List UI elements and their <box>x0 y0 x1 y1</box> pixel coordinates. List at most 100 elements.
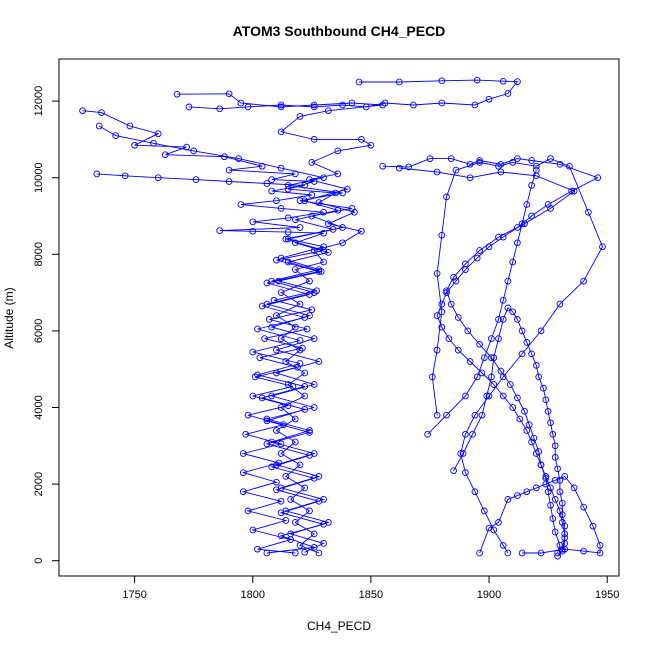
data-point <box>301 406 309 413</box>
series-line <box>479 475 601 554</box>
data-point <box>424 430 431 438</box>
data-point <box>480 507 488 515</box>
data-point <box>296 197 304 205</box>
data-point <box>161 151 169 159</box>
data-point <box>310 335 318 342</box>
data-point <box>261 335 268 342</box>
data-point <box>450 273 457 281</box>
series-line <box>427 169 537 435</box>
data-point <box>313 287 320 295</box>
data-point <box>315 497 323 505</box>
data-point <box>594 174 602 182</box>
data-point <box>514 316 521 323</box>
data-point <box>433 346 441 354</box>
data-point <box>547 155 554 162</box>
data-point <box>537 327 545 335</box>
data-point <box>433 411 441 419</box>
series-line <box>98 125 353 553</box>
data-point <box>334 147 342 155</box>
data-point <box>154 130 162 138</box>
data-point <box>277 497 285 505</box>
data-point <box>438 300 446 308</box>
data-point <box>443 289 450 296</box>
data-point <box>277 164 285 172</box>
data-point <box>438 231 446 239</box>
data-point <box>547 205 554 212</box>
data-point <box>216 227 224 234</box>
data-point <box>320 540 327 547</box>
data-point <box>329 226 337 233</box>
data-point <box>499 77 507 85</box>
data-point <box>291 519 299 526</box>
data-point <box>225 178 233 185</box>
data-point <box>504 277 512 285</box>
data-point <box>549 515 557 522</box>
data-point <box>532 166 540 174</box>
data-point <box>509 404 517 411</box>
data-point <box>410 101 417 109</box>
data-point <box>112 132 120 139</box>
data-point <box>438 323 446 331</box>
chart-title: ATOM3 Southbound CH4_PECD <box>233 23 446 39</box>
data-point <box>504 304 512 312</box>
data-point <box>310 381 318 388</box>
data-point <box>235 155 242 162</box>
data-point <box>306 176 313 183</box>
data-point <box>358 136 365 143</box>
data-point <box>301 314 309 321</box>
data-point <box>551 442 559 450</box>
data-point <box>310 474 318 482</box>
plot-frame <box>58 58 620 577</box>
data-point <box>289 383 297 390</box>
data-point <box>528 438 535 446</box>
data-point <box>528 212 535 220</box>
data-point <box>459 450 467 457</box>
data-point <box>299 344 306 352</box>
data-point <box>532 362 540 369</box>
data-point <box>277 289 285 296</box>
data-point <box>443 193 450 201</box>
data-point <box>263 279 271 287</box>
data-point <box>433 312 441 319</box>
data-point <box>244 103 252 111</box>
data-point <box>523 488 531 496</box>
data-point <box>239 450 247 457</box>
series-line <box>188 79 519 110</box>
data-point <box>454 314 462 321</box>
data-point <box>495 316 502 323</box>
data-point <box>478 411 486 419</box>
data-point <box>239 488 247 496</box>
data-point <box>549 430 557 438</box>
data-point <box>150 139 157 147</box>
data-point <box>291 549 299 557</box>
data-point <box>284 258 292 266</box>
data-point <box>506 381 514 388</box>
x-tick-label: 1850 <box>359 589 383 601</box>
data-point <box>251 373 259 381</box>
data-point <box>596 542 604 549</box>
data-point <box>320 243 327 251</box>
data-point <box>325 249 332 256</box>
data-point <box>185 103 193 111</box>
data-point <box>561 545 569 553</box>
data-point <box>497 367 505 375</box>
series-layer <box>79 76 606 560</box>
data-point <box>540 384 547 392</box>
data-point <box>301 197 309 205</box>
data-point <box>433 270 441 277</box>
data-point <box>518 350 526 358</box>
data-point <box>277 509 285 517</box>
data-point <box>499 296 507 304</box>
data-point <box>296 113 304 120</box>
data-point <box>551 528 559 536</box>
data-point <box>263 180 271 187</box>
data-point <box>277 532 285 540</box>
data-point <box>131 141 138 149</box>
data-point <box>528 157 535 164</box>
data-point <box>499 316 507 323</box>
data-point <box>282 235 290 243</box>
data-point <box>277 128 285 136</box>
series-7 <box>395 164 578 557</box>
data-point <box>249 348 257 356</box>
data-point <box>480 354 488 362</box>
